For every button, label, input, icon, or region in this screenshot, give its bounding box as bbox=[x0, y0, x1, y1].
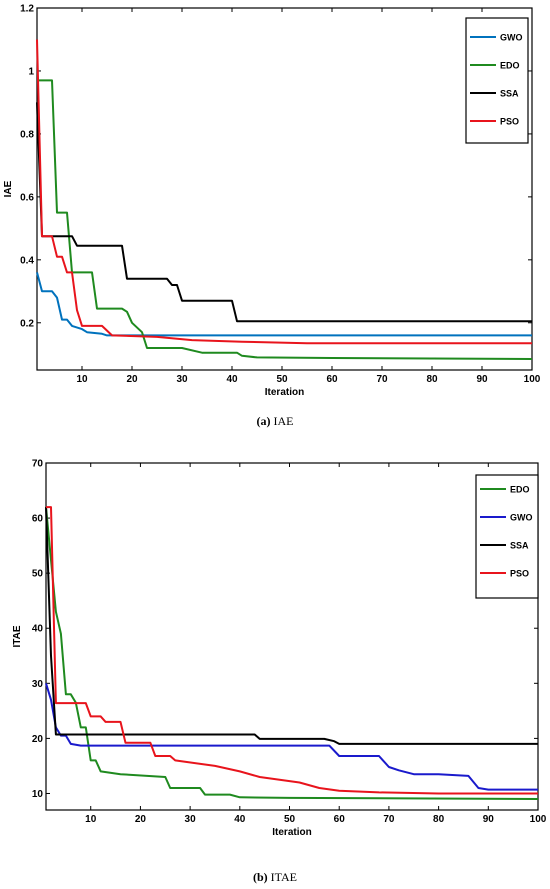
caption-itae: (b) ITAE bbox=[252, 870, 298, 884]
itae-x-axis-label: Iteration bbox=[272, 827, 311, 838]
itae-legend-label-edo: EDO bbox=[510, 485, 530, 495]
itae-legend-box bbox=[475, 474, 539, 599]
iae-plot-frame bbox=[36, 7, 533, 371]
iae-ytick-label: 0.4 bbox=[20, 255, 34, 266]
iae-series-ssa-line bbox=[36, 102, 532, 323]
iae-legend-label-pso: PSO bbox=[500, 117, 519, 127]
iae-chart: 0.2 0.4 0.6 0.8 1 1.2 10 20 30 40 50 60 70 80 90 100 Ite… bbox=[3, 4, 541, 399]
itae-xtick-label: 90 bbox=[483, 814, 495, 825]
iae-ytick-label: 0.8 bbox=[20, 129, 34, 140]
itae-legend-label-pso: PSO bbox=[510, 569, 529, 579]
iae-ytick-label: 0.6 bbox=[20, 192, 34, 203]
caption-iae: (a) IAE bbox=[256, 414, 294, 428]
itae-xtick-label: 80 bbox=[433, 814, 445, 825]
itae-xtick-label: 40 bbox=[234, 814, 246, 825]
itae-series-ssa-line bbox=[45, 507, 538, 745]
iae-ytick-label: 0.2 bbox=[20, 318, 34, 329]
iae-y-axis-label: IAE bbox=[3, 180, 14, 197]
iae-xtick-label: 50 bbox=[276, 374, 288, 385]
iae-series-edo-line bbox=[37, 79, 533, 360]
iae-x-axis-label: Iteration bbox=[265, 387, 304, 398]
iae-ytick-label: 1.2 bbox=[20, 4, 34, 15]
iae-xtick-label: 60 bbox=[326, 374, 338, 385]
iae-xtick-label: 70 bbox=[376, 374, 388, 385]
itae-y-axis-label: ITAE bbox=[12, 625, 23, 647]
itae-xtick-label: 70 bbox=[383, 814, 395, 825]
iae-xtick-label: 20 bbox=[126, 374, 138, 385]
itae-xtick-label: 100 bbox=[530, 814, 547, 825]
itae-series-pso-line bbox=[46, 506, 538, 795]
itae-ytick-label: 50 bbox=[32, 569, 44, 580]
itae-xtick-label: 20 bbox=[135, 814, 147, 825]
iae-xtick-label: 30 bbox=[176, 374, 188, 385]
iae-xtick-label: 100 bbox=[524, 374, 541, 385]
itae-xtick-label: 10 bbox=[85, 814, 97, 825]
itae-xtick-label: 30 bbox=[185, 814, 197, 825]
iae-xtick-label: 10 bbox=[76, 374, 88, 385]
itae-legend-label-gwo: GWO bbox=[510, 513, 533, 523]
itae-xtick-label: 60 bbox=[334, 814, 346, 825]
itae-ytick-label: 40 bbox=[32, 624, 44, 635]
iae-legend-label-edo: EDO bbox=[500, 61, 520, 71]
itae-legend-label-ssa: SSA bbox=[510, 541, 529, 551]
itae-ytick-label: 30 bbox=[32, 679, 44, 690]
iae-ytick-label: 1 bbox=[28, 66, 34, 77]
itae-ytick-label: 10 bbox=[32, 789, 44, 800]
iae-legend-label-ssa: SSA bbox=[500, 89, 519, 99]
itae-series-edo-line bbox=[45, 507, 539, 800]
itae-chart: 10 20 30 40 50 60 70 10 20 30 40 50 60 70 80 90 100 Itera… bbox=[12, 459, 547, 839]
iae-legend-label-gwo: GWO bbox=[500, 33, 523, 43]
itae-ytick-label: 20 bbox=[32, 734, 44, 745]
iae-xtick-label: 90 bbox=[476, 374, 488, 385]
itae-xtick-label: 50 bbox=[284, 814, 296, 825]
iae-series-pso-line bbox=[36, 39, 532, 345]
iae-xtick-label: 40 bbox=[226, 374, 238, 385]
itae-ytick-label: 70 bbox=[32, 459, 44, 470]
iae-xtick-label: 80 bbox=[426, 374, 438, 385]
itae-ytick-label: 60 bbox=[32, 514, 44, 525]
iae-legend-box bbox=[465, 17, 529, 144]
iae-series-gwo-line bbox=[36, 272, 532, 337]
itae-plot-frame bbox=[45, 462, 539, 811]
itae-series-gwo-line bbox=[45, 683, 538, 791]
